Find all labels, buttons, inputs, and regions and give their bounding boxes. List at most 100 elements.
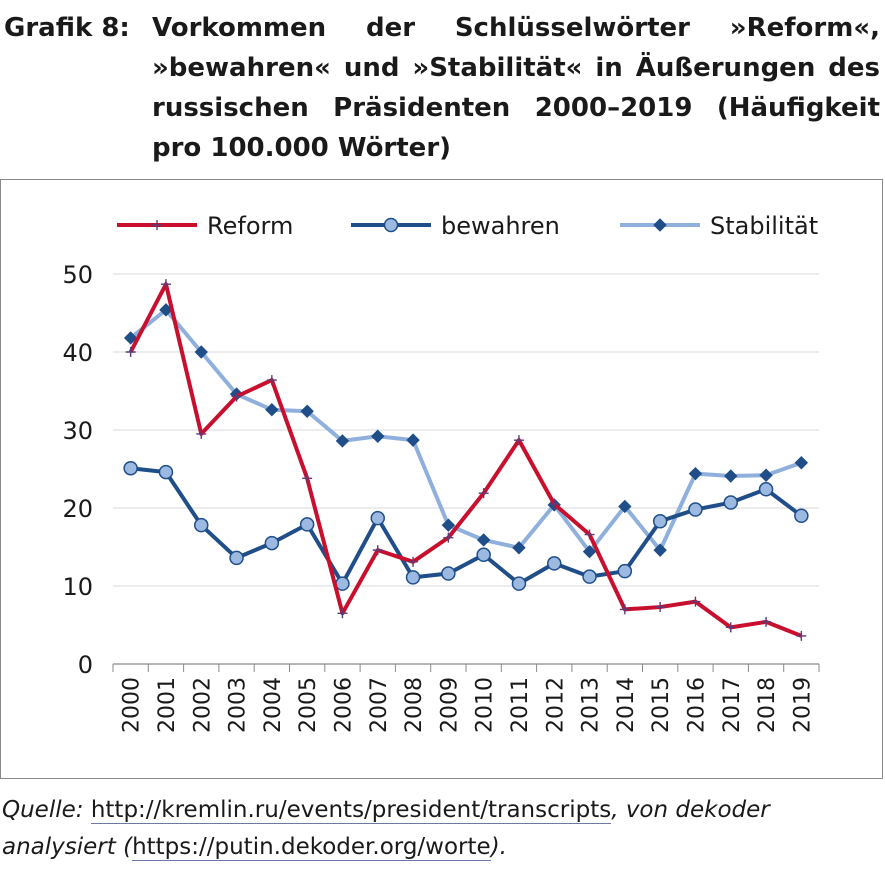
data-point-stabilität bbox=[618, 499, 632, 514]
x-tick-label: 2008 bbox=[402, 677, 427, 733]
data-point-reform bbox=[690, 596, 701, 607]
data-point-stabilität bbox=[512, 541, 526, 555]
x-tick-label: 2006 bbox=[331, 677, 356, 733]
data-point-bewahren bbox=[582, 569, 597, 584]
x-tick-label: 2018 bbox=[755, 677, 780, 733]
legend-label-reform: Reform bbox=[207, 212, 293, 240]
x-tick-label: 2003 bbox=[226, 677, 251, 733]
caption-label: Grafik 8: bbox=[4, 13, 130, 43]
y-tick-label: 10 bbox=[62, 573, 93, 601]
data-point-bewahren bbox=[158, 464, 174, 480]
data-point-stabilität bbox=[688, 466, 703, 481]
source-suffix: ). bbox=[490, 834, 507, 860]
data-point-reform bbox=[125, 347, 136, 357]
data-point-stabilität bbox=[194, 345, 208, 359]
source-note: Quelle: http://kremlin.ru/events/preside… bbox=[2, 792, 882, 866]
data-point-bewahren bbox=[370, 510, 385, 526]
data-point-reform bbox=[725, 622, 736, 633]
data-point-bewahren bbox=[299, 517, 315, 532]
source-link-kremlin[interactable]: http://kremlin.ru/events/president/trans… bbox=[90, 797, 612, 824]
data-point-bewahren bbox=[688, 502, 703, 517]
data-point-reform bbox=[655, 602, 666, 613]
data-point-reform bbox=[196, 428, 207, 439]
data-point-reform bbox=[372, 545, 383, 556]
x-tick-label: 2012 bbox=[543, 677, 568, 733]
legend-marker-stabilität bbox=[653, 218, 667, 232]
data-point-reform bbox=[231, 391, 242, 402]
y-tick-label: 40 bbox=[62, 339, 93, 367]
data-point-reform bbox=[584, 529, 595, 540]
y-tick-label: 20 bbox=[62, 495, 93, 523]
chart-frame bbox=[0, 179, 883, 779]
x-tick-label: 2013 bbox=[579, 677, 604, 733]
data-point-reform bbox=[478, 488, 489, 499]
legend-marker-reform bbox=[152, 220, 162, 230]
data-point-bewahren bbox=[547, 556, 562, 571]
source-prefix: Quelle: bbox=[2, 797, 84, 823]
caption-text: Vorkommen der Schlüsselwörter »Reform«, … bbox=[152, 13, 880, 163]
data-point-stabilität bbox=[582, 544, 597, 559]
data-point-stabilität bbox=[653, 543, 667, 557]
x-tick-label: 2009 bbox=[437, 677, 462, 733]
data-point-stabilität bbox=[759, 468, 773, 482]
data-point-stabilität bbox=[265, 403, 279, 417]
x-tick-label: 2016 bbox=[684, 677, 709, 733]
data-point-reform bbox=[408, 556, 419, 567]
data-point-stabilität bbox=[123, 331, 138, 345]
x-tick-label: 2007 bbox=[367, 677, 392, 733]
data-point-bewahren bbox=[652, 514, 668, 529]
y-tick-label: 50 bbox=[62, 261, 93, 289]
series-line-bewahren bbox=[130, 466, 803, 586]
x-tick-label: 2001 bbox=[155, 677, 180, 733]
legend-label-bewahren: bewahren bbox=[441, 212, 560, 240]
data-point-bewahren bbox=[758, 482, 774, 497]
data-point-bewahren bbox=[264, 535, 280, 551]
data-point-reform bbox=[266, 375, 277, 386]
data-point-bewahren bbox=[794, 508, 809, 524]
data-point-bewahren bbox=[441, 566, 456, 581]
data-point-bewahren bbox=[476, 547, 491, 563]
series-line-reform bbox=[128, 282, 803, 638]
data-point-bewahren bbox=[723, 495, 738, 510]
data-point-reform bbox=[619, 604, 630, 615]
x-tick-label: 2010 bbox=[473, 677, 498, 733]
x-tick-label: 2002 bbox=[190, 677, 215, 733]
line-chart: 0 10 20 30 40 50 2000 2001 2002 2003 2004 2005 2006 2… bbox=[62, 212, 820, 733]
data-point-stabilität bbox=[724, 469, 738, 483]
data-point-stabilität bbox=[794, 456, 809, 470]
data-point-stabilität bbox=[476, 533, 491, 547]
data-point-bewahren bbox=[123, 460, 138, 476]
legend-label-stabilität: Stabilität bbox=[710, 212, 818, 240]
source-link-dekoder[interactable]: https://putin.dekoder.org/worte bbox=[132, 834, 491, 861]
data-point-reform bbox=[513, 435, 524, 446]
series-line-stabilität bbox=[129, 307, 803, 554]
data-point-stabilität bbox=[371, 429, 385, 443]
x-tick-label: 2019 bbox=[790, 677, 815, 733]
data-point-bewahren bbox=[229, 550, 244, 566]
x-tick-label: 2014 bbox=[614, 677, 639, 733]
legend-marker-bewahren bbox=[383, 217, 399, 233]
data-point-reform bbox=[160, 279, 171, 290]
x-tick-label: 2017 bbox=[720, 677, 745, 733]
data-point-stabilität bbox=[406, 433, 420, 447]
x-tick-label: 2000 bbox=[120, 677, 145, 733]
data-point-reform bbox=[443, 532, 454, 543]
data-point-bewahren bbox=[194, 517, 209, 533]
y-tick-label: 30 bbox=[62, 417, 93, 445]
data-point-bewahren bbox=[511, 576, 527, 591]
data-point-bewahren bbox=[405, 570, 421, 585]
data-point-stabilität bbox=[441, 518, 456, 532]
data-point-reform bbox=[302, 473, 313, 484]
data-point-bewahren bbox=[617, 563, 633, 579]
data-point-reform bbox=[761, 616, 772, 627]
x-tick-label: 2015 bbox=[649, 677, 674, 733]
y-tick-label: 0 bbox=[78, 651, 93, 679]
x-tick-label: 2005 bbox=[296, 677, 321, 733]
data-point-reform bbox=[549, 499, 560, 510]
data-point-stabilität bbox=[300, 404, 314, 418]
data-point-reform bbox=[337, 608, 348, 619]
x-tick-label: 2004 bbox=[261, 677, 286, 733]
x-tick-label: 2011 bbox=[508, 677, 533, 733]
data-point-stabilität bbox=[335, 434, 350, 448]
data-point-reform bbox=[796, 630, 807, 641]
